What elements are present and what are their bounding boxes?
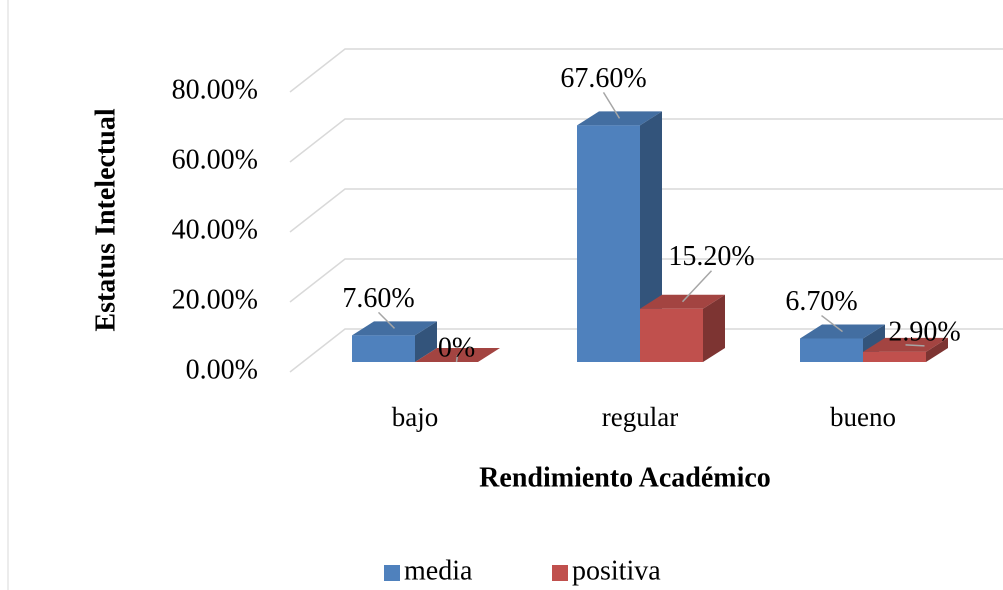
- legend-swatch: [552, 565, 568, 581]
- bar: [352, 321, 437, 362]
- y-tick-label: 80.00%: [172, 74, 258, 105]
- x-tick-label: regular: [602, 402, 678, 432]
- value-label: 2.90%: [888, 316, 960, 347]
- y-axis-title: Estatus Intelectual: [90, 108, 121, 331]
- leader-line: [681, 270, 713, 303]
- x-tick-label: bajo: [392, 402, 439, 432]
- value-label: 67.60%: [560, 63, 646, 94]
- grid-line: [289, 258, 1003, 303]
- legend-swatch: [384, 565, 400, 581]
- y-tick-label: 40.00%: [172, 214, 258, 245]
- bar: [640, 294, 725, 362]
- value-label: 0%: [438, 332, 475, 363]
- bar-side: [926, 337, 948, 362]
- grid-line: [289, 188, 1003, 233]
- leader-line: [821, 314, 843, 333]
- bar-front: [577, 125, 640, 363]
- bar-front: [800, 338, 863, 362]
- y-tick-label: 20.00%: [172, 284, 258, 315]
- leader-line: [905, 344, 925, 347]
- value-label: 7.60%: [342, 283, 414, 314]
- leader-line: [377, 311, 396, 329]
- x-tick-label: bueno: [830, 402, 896, 432]
- bar-side: [415, 321, 437, 362]
- leader-line: [455, 354, 459, 363]
- x-axis-title: Rendimiento Académico: [479, 462, 771, 493]
- bar-side: [703, 294, 725, 362]
- y-tick-label: 0.00%: [186, 354, 258, 385]
- bar-front: [352, 335, 415, 362]
- value-label: 6.70%: [785, 286, 857, 317]
- bar-front: [640, 308, 703, 362]
- bar-front: [863, 351, 926, 362]
- value-label: 15.20%: [668, 241, 754, 272]
- grid-line: [289, 118, 1003, 163]
- grid-line: [289, 328, 1003, 373]
- leader-line: [602, 92, 621, 119]
- y-tick-label: 60.00%: [172, 144, 258, 175]
- grid-line: [289, 48, 1003, 93]
- legend-label: media: [404, 555, 473, 586]
- legend-label: positiva: [572, 555, 661, 586]
